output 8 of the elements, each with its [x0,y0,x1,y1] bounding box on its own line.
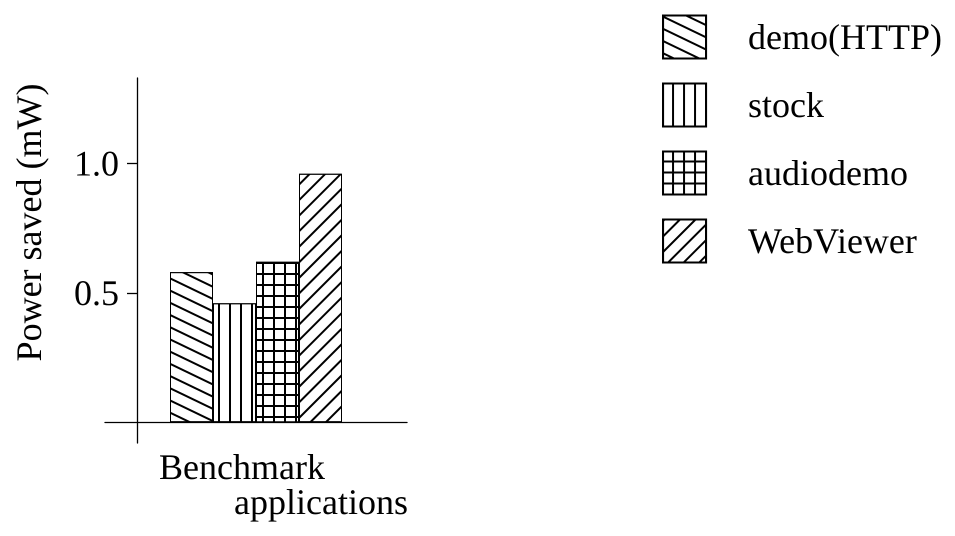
legend-label: audiodemo [748,153,908,193]
x-axis-title: Benchmark applications [159,447,408,522]
legend-label: stock [748,85,824,125]
y-tick-label: 0.5 [74,272,119,313]
y-tick-label: 1.0 [74,143,119,184]
y-axis-title: Power saved (mW) [9,84,49,362]
legend-label: demo(HTTP) [748,17,942,57]
legend-label: WebViewer [748,221,917,261]
